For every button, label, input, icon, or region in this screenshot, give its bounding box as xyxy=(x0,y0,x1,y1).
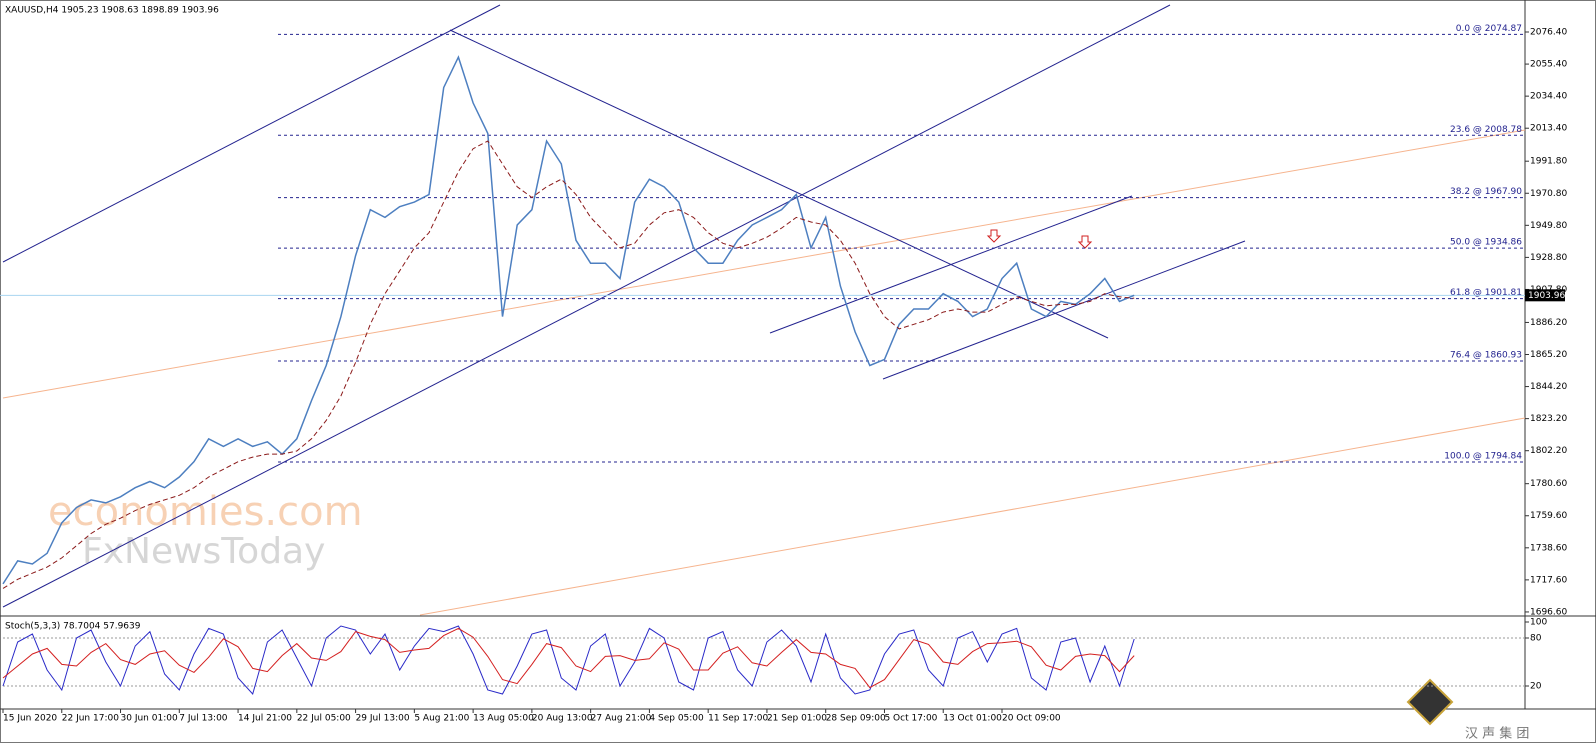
fib-label: 0.0 @ 2074.87 xyxy=(1456,24,1522,34)
y-tick-label: 1696.60 xyxy=(1530,607,1567,617)
y-tick-label: 1970.80 xyxy=(1530,189,1567,199)
series-line xyxy=(2,625,1135,696)
x-tick-label: 4 Sep 05:00 xyxy=(649,714,704,724)
channel-line xyxy=(419,417,1526,616)
x-tick-label: 7 Jul 13:00 xyxy=(179,714,228,724)
series-line xyxy=(2,627,1135,689)
series-line xyxy=(2,140,1135,589)
x-tick-label: 30 Jun 01:00 xyxy=(121,714,178,724)
trendline xyxy=(2,4,1171,608)
x-tick-label: 20 Aug 13:00 xyxy=(532,714,593,724)
fib-label: 38.2 @ 1967.90 xyxy=(1450,187,1522,197)
logo-text: 汉 声 集 团 xyxy=(1465,726,1529,742)
y-tick-label: 1886.20 xyxy=(1530,318,1567,328)
y-tick-label: 2034.40 xyxy=(1530,92,1567,102)
x-tick-label: 27 Aug 21:00 xyxy=(591,714,652,724)
y-tick-label: 1865.20 xyxy=(1530,350,1567,360)
watermark-text: economies.com xyxy=(48,489,363,535)
watermark-text: FxNewsToday xyxy=(82,531,325,572)
y-tick-label: 1802.20 xyxy=(1530,446,1567,456)
trendline xyxy=(769,195,1133,334)
channel-line xyxy=(2,129,1526,399)
x-tick-label: 14 Jul 21:00 xyxy=(238,714,292,724)
fib-label: 100.0 @ 1794.84 xyxy=(1444,451,1522,461)
fib-label: 76.4 @ 1860.93 xyxy=(1450,351,1522,361)
y-tick-label: 1759.60 xyxy=(1530,511,1567,521)
fib-label: 61.8 @ 1901.81 xyxy=(1450,288,1522,298)
y-tick-label: 1991.80 xyxy=(1530,157,1567,167)
y-tick-label: 1844.20 xyxy=(1530,382,1567,392)
y-tick-label: 1780.60 xyxy=(1530,479,1567,489)
y-tick-label: 20 xyxy=(1530,682,1542,692)
y-tick-label: 80 xyxy=(1530,634,1542,644)
x-tick-label: 5 Aug 21:00 xyxy=(414,714,469,724)
x-tick-label: 13 Aug 05:00 xyxy=(473,714,534,724)
y-tick-label: 1738.60 xyxy=(1530,543,1567,553)
y-tick-label: 1717.60 xyxy=(1530,575,1567,585)
y-tick-label: 100 xyxy=(1530,618,1547,628)
x-tick-label: 22 Jun 17:00 xyxy=(62,714,119,724)
x-tick-label: 28 Sep 09:00 xyxy=(826,714,886,724)
y-tick-label: 2076.40 xyxy=(1530,28,1567,38)
down-arrow xyxy=(1077,235,1093,249)
logo: 汉 声 集 团 xyxy=(1406,678,1529,742)
x-tick-label: 21 Sep 01:00 xyxy=(767,714,827,724)
price-label: 1903.96 xyxy=(1528,291,1565,301)
series-line xyxy=(2,55,1135,585)
x-tick-label: 5 Oct 17:00 xyxy=(884,714,937,724)
trendline xyxy=(882,240,1246,380)
trendline xyxy=(2,4,501,263)
x-tick-label: 15 Jun 2020 xyxy=(3,714,57,724)
down-arrow xyxy=(986,229,1002,243)
x-tick-label: 22 Jul 05:00 xyxy=(297,714,351,724)
fib-label: 23.6 @ 2008.78 xyxy=(1450,125,1522,135)
x-tick-label: 29 Jul 13:00 xyxy=(356,714,410,724)
x-tick-label: 20 Oct 09:00 xyxy=(1002,714,1061,724)
y-tick-label: 1949.80 xyxy=(1530,221,1567,231)
y-tick-label: 2055.40 xyxy=(1530,60,1567,70)
x-tick-label: 11 Sep 17:00 xyxy=(708,714,768,724)
y-tick-label: 2013.40 xyxy=(1530,124,1567,134)
y-tick-label: 1928.80 xyxy=(1530,253,1567,263)
fib-label: 50.0 @ 1934.86 xyxy=(1450,238,1522,248)
chart-title: XAUUSD,H4 1905.23 1908.63 1898.89 1903.9… xyxy=(5,6,219,16)
y-tick-label: 1823.20 xyxy=(1530,414,1567,424)
price-label-box xyxy=(1525,289,1565,302)
x-tick-label: 13 Oct 01:00 xyxy=(943,714,1002,724)
indicator-title: Stoch(5,3,3) 78.7004 57.9639 xyxy=(5,622,141,632)
logo-mark xyxy=(1406,678,1454,726)
